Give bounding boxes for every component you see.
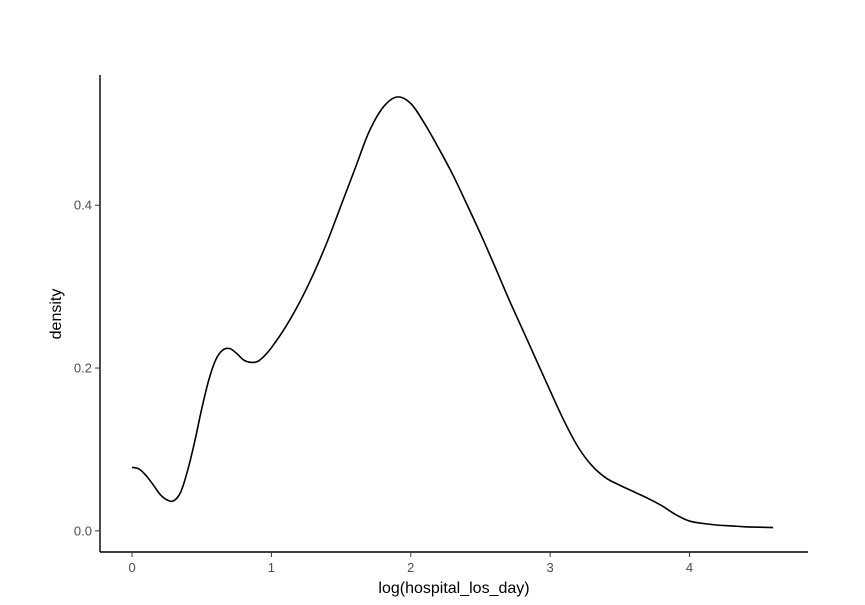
x-tick-label: 4	[686, 560, 693, 575]
x-tick-label: 0	[128, 560, 135, 575]
y-tick-label: 0.0	[74, 523, 92, 538]
x-tick-label: 2	[407, 560, 414, 575]
x-tick-label: 3	[547, 560, 554, 575]
y-tick-label: 0.4	[74, 198, 92, 213]
density-line	[131, 96, 774, 529]
y-tick-label: 0.2	[74, 361, 92, 376]
x-ticks: 0 1 2 3 4	[128, 552, 693, 575]
y-axis-title: density	[48, 289, 65, 340]
y-ticks: 0.0 0.2 0.4	[74, 198, 100, 538]
x-axis-title: log(hospital_los_day)	[378, 580, 529, 597]
axes	[99, 75, 808, 553]
x-tick-label: 1	[268, 560, 275, 575]
